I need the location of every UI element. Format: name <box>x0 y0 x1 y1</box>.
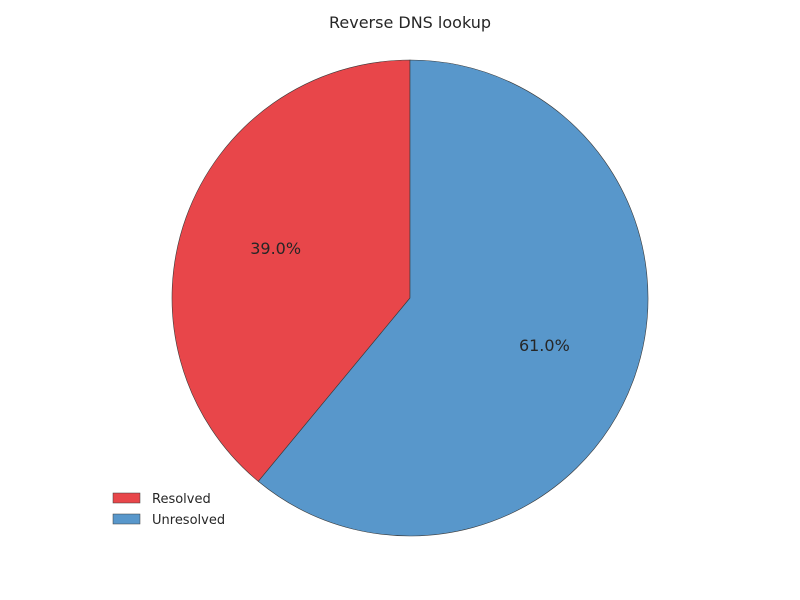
pie-slice-resolved <box>171 59 411 482</box>
legend-label-resolved: Resolved <box>152 492 211 507</box>
legend: Resolved Unresolved <box>112 492 225 528</box>
pie-slice-unresolved <box>257 59 649 537</box>
legend-swatch-unresolved <box>112 513 141 525</box>
pie-slice-labels: 39.0% 61.0% <box>250 239 570 355</box>
chart-title: Reverse DNS lookup <box>329 13 491 32</box>
legend-label-unresolved: Unresolved <box>152 513 225 528</box>
pie-slices <box>171 59 649 537</box>
legend-swatch-resolved <box>112 492 141 504</box>
slice-label-unresolved: 61.0% <box>519 336 570 355</box>
slice-label-resolved: 39.0% <box>250 239 301 258</box>
